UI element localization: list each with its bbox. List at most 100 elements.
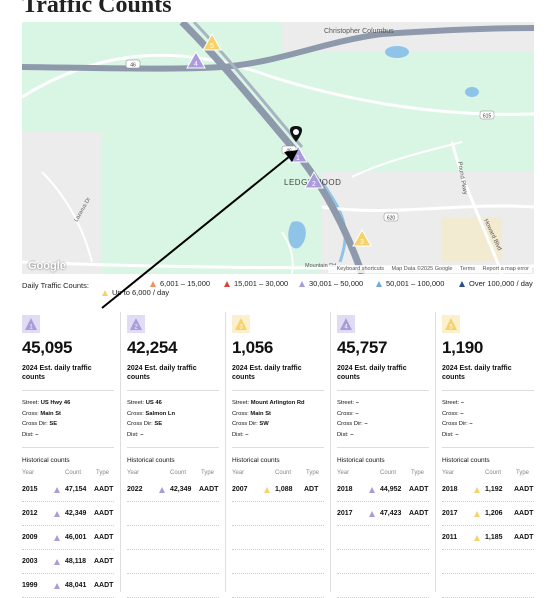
dist-value: – (245, 431, 249, 438)
historical-counts-title: Historical counts (232, 457, 280, 464)
dist-line: Dist: – (442, 431, 459, 438)
map-marker-3[interactable]: 3 (352, 228, 372, 247)
count-card-5[interactable]: 5 1,190 2024 Est. daily traffic counts St… (435, 312, 537, 598)
street-value: Mount Arlington Rd (250, 400, 305, 406)
cross-line: Cross: Salmon Ln (127, 410, 176, 417)
count-card-3[interactable]: 3 1,056 2024 Est. daily traffic counts St… (225, 312, 327, 598)
historical-counts-title: Historical counts (337, 457, 385, 464)
count-level-triangle-icon (54, 511, 60, 517)
history-row-empty (127, 526, 219, 550)
legend-item-15001-30000: 15,001 – 30,000 (224, 279, 288, 288)
history-row-empty (127, 574, 219, 598)
history-row-empty (337, 574, 429, 598)
camera-pin-icon[interactable] (290, 126, 302, 142)
page-title: Traffic Counts (22, 0, 172, 18)
svg-text:3: 3 (360, 239, 364, 246)
marker-badge-icon: 4 (337, 315, 355, 333)
daily-count-caption: 2024 Est. daily traffic counts (232, 365, 302, 381)
daily-count-value: 1,056 (232, 338, 274, 357)
history-row-empty (232, 550, 324, 574)
history-year: 2012 (22, 510, 38, 517)
cross-line: Cross: Main St (22, 410, 61, 417)
orange-triangle-icon (150, 281, 156, 288)
history-row: 1999 48,041 AADT (22, 574, 114, 598)
lake (288, 221, 306, 249)
cross-dir-value: – (469, 421, 473, 427)
traffic-legend: Daily Traffic Counts: Up to 6,000 / day … (22, 279, 542, 299)
card-divider (435, 312, 436, 592)
cross-dir-line: Cross Dir: SE (127, 421, 163, 427)
count-card-2[interactable]: 2 42,254 2024 Est. daily traffic counts S… (120, 312, 222, 598)
year-header: Year (22, 470, 35, 476)
history-count: 47,423 (380, 510, 402, 517)
count-header: Count (485, 470, 502, 476)
minor-road (41, 171, 93, 263)
history-year: 2022 (127, 486, 143, 493)
history-type: AADT (94, 558, 114, 565)
dist-line: Dist: – (337, 431, 354, 438)
map-data-attribution: Map Data ©2025 Google (391, 266, 453, 272)
keyboard-shortcuts-link[interactable]: Keyboard shortcuts (336, 266, 385, 272)
count-card-1[interactable]: 1 45,095 2024 Est. daily traffic counts S… (22, 312, 117, 598)
yellow-triangle-icon (102, 290, 108, 297)
history-row: 2003 48,118 AADT (22, 550, 114, 574)
type-header: Type (516, 470, 530, 476)
count-level-triangle-icon (54, 487, 60, 493)
map-marker-5[interactable]: 5 (202, 32, 222, 51)
report-error-link[interactable]: Report a map error (482, 266, 529, 272)
dist-line: Dist: – (22, 431, 39, 438)
historical-counts-title: Historical counts (442, 457, 490, 464)
type-header: Type (201, 470, 215, 476)
history-count: 48,041 (65, 582, 87, 589)
map-marker-2[interactable]: 2 (304, 170, 324, 189)
minor-road (22, 53, 534, 116)
history-count: 1,185 (485, 534, 503, 541)
divider (337, 447, 429, 448)
marker-badge-icon: 3 (232, 315, 250, 333)
lake (385, 46, 409, 58)
count-card-4[interactable]: 4 45,757 2024 Est. daily traffic counts S… (330, 312, 432, 598)
cross-dir-line: Cross Dir: – (337, 421, 368, 427)
map-footer: Keyboard shortcuts Map Data ©2025 Google… (327, 265, 532, 273)
street-value: US 46 (145, 400, 162, 406)
location-info: Street: US 46 Cross: Salmon Ln Cross Dir… (127, 398, 175, 440)
dist-value: – (455, 431, 459, 438)
svg-text:4: 4 (194, 61, 198, 68)
history-count: 1,192 (485, 486, 503, 493)
cross-line: Cross: – (442, 410, 464, 417)
year-header: Year (232, 470, 245, 476)
divider (232, 447, 324, 448)
minor-road (450, 141, 504, 274)
history-year: 2015 (22, 486, 38, 493)
daily-count-value: 45,095 (22, 338, 73, 357)
history-type: ADT (304, 486, 319, 493)
card-divider (225, 312, 226, 592)
legend-item-6001-15000: 6,001 – 15,000 (150, 279, 210, 288)
history-year: 2003 (22, 558, 38, 565)
cross-value: Main St (250, 410, 271, 417)
map-canvas[interactable]: 46 46 615 620 Christopher Columbus LEDGE… (22, 22, 534, 274)
navy-triangle-icon (459, 281, 465, 288)
count-level-triangle-icon (474, 511, 480, 517)
marker-badge-icon: 2 (127, 315, 145, 333)
traffic-map[interactable]: 46 46 615 620 Christopher Columbus LEDGE… (22, 22, 534, 274)
history-type: AADT (514, 486, 534, 493)
daily-count-caption: 2024 Est. daily traffic counts (337, 365, 407, 381)
history-count: 48,118 (65, 558, 87, 565)
count-header: Count (65, 470, 82, 476)
history-type: AADT (514, 534, 534, 541)
google-logo: Google (28, 260, 66, 272)
street-line: Street: US 46 (127, 400, 162, 406)
terms-link[interactable]: Terms (460, 266, 475, 272)
count-level-triangle-icon (264, 487, 270, 493)
history-row: 2018 1,192 AADT (442, 478, 534, 502)
daily-count-caption: 2024 Est. daily traffic counts (442, 365, 512, 381)
history-count: 42,349 (65, 510, 87, 517)
map-marker-4[interactable]: 4 (186, 50, 206, 69)
history-row-empty (127, 550, 219, 574)
type-header: Type (96, 470, 110, 476)
history-row: 2018 44,952 AADT (337, 478, 429, 502)
street-value: US Hwy 46 (40, 400, 71, 406)
history-type: AADT (409, 486, 429, 493)
road-label: Mountain Rd (305, 263, 336, 269)
